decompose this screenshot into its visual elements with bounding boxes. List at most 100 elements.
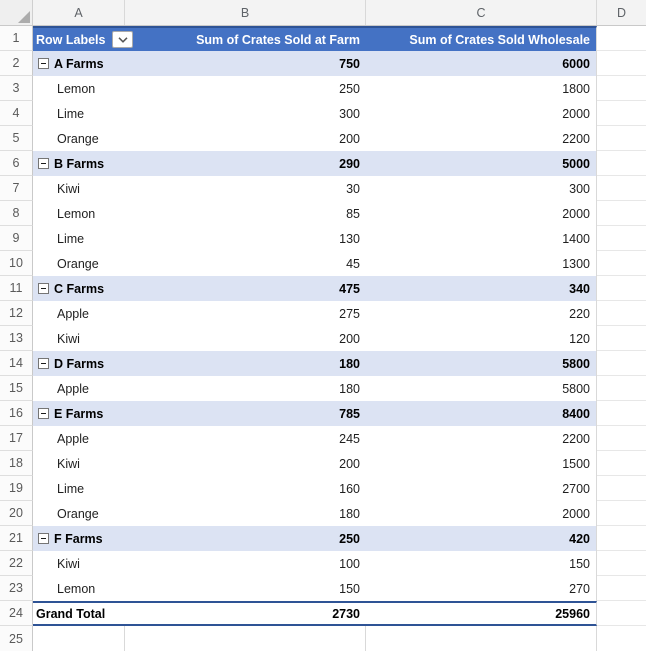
cell-label-16[interactable]: E Farms: [33, 401, 125, 426]
row-number-10[interactable]: 10: [0, 251, 33, 276]
cell-farm-sales-12[interactable]: 275: [339, 306, 360, 321]
cell-wholesale-sales-4[interactable]: 2000: [366, 101, 597, 126]
cell-header-wholesale-sales[interactable]: Sum of Crates Sold Wholesale: [366, 26, 597, 51]
row-number-19[interactable]: 19: [0, 476, 33, 501]
cell-d1[interactable]: [597, 26, 646, 51]
row-number-4[interactable]: 4: [0, 101, 33, 126]
cell-a25[interactable]: [33, 626, 125, 651]
cell-d16[interactable]: [597, 401, 646, 426]
cell-label-21[interactable]: F Farms: [33, 526, 125, 551]
cell-d21[interactable]: [597, 526, 646, 551]
collapse-button[interactable]: [38, 58, 49, 69]
cell-wholesale-sales-16[interactable]: 8400: [366, 401, 597, 426]
cell-wholesale-sales-15[interactable]: 5800: [366, 376, 597, 401]
cell-d25[interactable]: [597, 626, 646, 651]
cell-wholesale-sales-5[interactable]: 2200: [366, 126, 597, 151]
cell-wholesale-sales-17[interactable]: 2200: [366, 426, 597, 451]
row-number-22[interactable]: 22: [0, 551, 33, 576]
cell-d23[interactable]: [597, 576, 646, 601]
cell-b25[interactable]: [125, 626, 366, 651]
row-number-11[interactable]: 11: [0, 276, 33, 301]
cell-farm-sales-17[interactable]: 245: [339, 431, 360, 446]
cell-farm-sales-19[interactable]: 160: [339, 481, 360, 496]
row-labels-filter-button[interactable]: [112, 31, 133, 48]
cell-label-6[interactable]: B Farms: [33, 151, 125, 176]
cell-wholesale-sales-11[interactable]: 340: [366, 276, 597, 301]
cell-farm-sales-22[interactable]: 100: [339, 556, 360, 571]
row-number-1[interactable]: 1: [0, 26, 33, 51]
cell-wholesale-sales-22[interactable]: 150: [366, 551, 597, 576]
cell-farm-sales-3[interactable]: 250: [339, 81, 360, 96]
cell-d7[interactable]: [597, 176, 646, 201]
cell-label-18[interactable]: Kiwi: [33, 451, 125, 476]
cell-d20[interactable]: [597, 501, 646, 526]
cell-label-7[interactable]: Kiwi: [33, 176, 125, 201]
cell-d6[interactable]: [597, 151, 646, 176]
cell-wholesale-sales-7[interactable]: 300: [366, 176, 597, 201]
select-all-corner[interactable]: [0, 0, 33, 25]
cell-d13[interactable]: [597, 326, 646, 351]
cell-d5[interactable]: [597, 126, 646, 151]
collapse-button[interactable]: [38, 533, 49, 544]
cell-farm-sales-20[interactable]: 180: [339, 506, 360, 521]
cell-label-2[interactable]: A Farms: [33, 51, 125, 76]
cell-d2[interactable]: [597, 51, 646, 76]
cell-d18[interactable]: [597, 451, 646, 476]
column-header-b[interactable]: B: [125, 0, 366, 25]
column-header-d[interactable]: D: [616, 5, 627, 20]
row-number-9[interactable]: 9: [0, 226, 33, 251]
row-number-2[interactable]: 2: [0, 51, 33, 76]
cell-farm-sales-14[interactable]: 180: [125, 351, 366, 376]
cell-label-9[interactable]: Lime: [33, 226, 125, 251]
row-number-17[interactable]: 17: [0, 426, 33, 451]
cell-wholesale-sales-24[interactable]: 25960: [366, 601, 597, 626]
cell-wholesale-sales-2[interactable]: 6000: [366, 51, 597, 76]
cell-farm-sales-16[interactable]: 785: [125, 401, 366, 426]
cell-row-labels[interactable]: Row Labels: [33, 26, 125, 51]
cell-wholesale-sales-12[interactable]: 220: [366, 301, 597, 326]
cell-d24[interactable]: [597, 601, 646, 626]
cell-label-14[interactable]: D Farms: [33, 351, 125, 376]
cell-label-15[interactable]: Apple: [33, 376, 125, 401]
row-number-16[interactable]: 16: [0, 401, 33, 426]
row-number-23[interactable]: 23: [0, 576, 33, 601]
cell-d19[interactable]: [597, 476, 646, 501]
cell-d11[interactable]: [597, 276, 646, 301]
cell-wholesale-sales-6[interactable]: 5000: [366, 151, 597, 176]
cell-farm-sales-9[interactable]: 130: [339, 231, 360, 246]
cell-wholesale-sales-9[interactable]: 1400: [366, 226, 597, 251]
cell-c25[interactable]: [366, 626, 597, 651]
cell-label-22[interactable]: Kiwi: [33, 551, 125, 576]
cell-label-20[interactable]: Orange: [33, 501, 125, 526]
row-number-7[interactable]: 7: [0, 176, 33, 201]
row-number-5[interactable]: 5: [0, 126, 33, 151]
cell-d22[interactable]: [597, 551, 646, 576]
row-number-20[interactable]: 20: [0, 501, 33, 526]
collapse-button[interactable]: [38, 158, 49, 169]
cell-label-3[interactable]: Lemon: [33, 76, 125, 101]
cell-farm-sales-18[interactable]: 200: [339, 456, 360, 471]
cell-label-17[interactable]: Apple: [33, 426, 125, 451]
cell-d17[interactable]: [597, 426, 646, 451]
cell-label-11[interactable]: C Farms: [33, 276, 125, 301]
cell-farm-sales-11[interactable]: 475: [125, 276, 366, 301]
cell-wholesale-sales-21[interactable]: 420: [366, 526, 597, 551]
cell-d10[interactable]: [597, 251, 646, 276]
cell-wholesale-sales-18[interactable]: 1500: [366, 451, 597, 476]
cell-wholesale-sales-14[interactable]: 5800: [366, 351, 597, 376]
cell-farm-sales-6[interactable]: 290: [125, 151, 366, 176]
cell-wholesale-sales-23[interactable]: 270: [366, 576, 597, 601]
cell-farm-sales-2[interactable]: 750: [125, 51, 366, 76]
row-number-25[interactable]: 25: [0, 626, 33, 651]
cell-label-23[interactable]: Lemon: [33, 576, 125, 601]
cell-wholesale-sales-3[interactable]: 1800: [366, 76, 597, 101]
column-header-c[interactable]: C: [366, 0, 597, 25]
column-header-a[interactable]: A: [33, 0, 125, 25]
row-number-24[interactable]: 24: [0, 601, 33, 626]
row-number-14[interactable]: 14: [0, 351, 33, 376]
collapse-button[interactable]: [38, 358, 49, 369]
row-number-8[interactable]: 8: [0, 201, 33, 226]
cell-label-10[interactable]: Orange: [33, 251, 125, 276]
cell-label-4[interactable]: Lime: [33, 101, 125, 126]
cell-label-5[interactable]: Orange: [33, 126, 125, 151]
